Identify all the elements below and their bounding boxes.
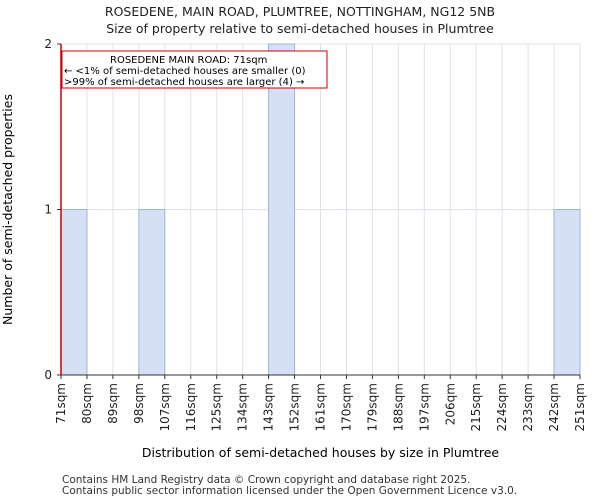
chart-subtitle: Size of property relative to semi-detach… bbox=[106, 21, 494, 36]
x-tick-label: 161sqm bbox=[314, 383, 328, 431]
footer-copyright: Contains HM Land Registry data © Crown c… bbox=[62, 474, 471, 486]
x-tick-label: 80sqm bbox=[80, 383, 94, 424]
bar bbox=[138, 209, 166, 376]
x-tick-label: 134sqm bbox=[236, 383, 250, 431]
x-tick-label: 251sqm bbox=[573, 383, 587, 431]
footer-licence: Contains public sector information licen… bbox=[62, 485, 518, 497]
x-tick-label: 125sqm bbox=[210, 383, 224, 431]
y-axis-label: Number of semi-detached properties bbox=[0, 94, 15, 325]
y-tick-label: 0 bbox=[44, 368, 52, 382]
chart-title: ROSEDENE, MAIN ROAD, PLUMTREE, NOTTINGHA… bbox=[104, 4, 496, 19]
x-tick-label: 224sqm bbox=[495, 383, 509, 431]
x-ticks: 71sqm 80sqm 89sqm 98sqm 107sqm 116sqm 125sqm 13… bbox=[54, 375, 587, 431]
x-tick-label: 107sqm bbox=[158, 383, 172, 431]
x-tick-label: 197sqm bbox=[417, 383, 431, 431]
annotation-box: ROSEDENE MAIN ROAD: 71sqm ← <1% of semi-… bbox=[61, 50, 328, 89]
y-tick-label: 2 bbox=[44, 37, 52, 51]
x-tick-label: 170sqm bbox=[339, 383, 353, 431]
x-tick-label: 71sqm bbox=[54, 383, 68, 424]
annotation-frame bbox=[61, 50, 328, 89]
x-tick-label: 233sqm bbox=[521, 383, 535, 431]
annotation-line-3: >99% of semi-detached houses are larger … bbox=[64, 77, 304, 88]
x-axis-label: Distribution of semi-detached houses by … bbox=[142, 445, 499, 460]
x-tick-label: 89sqm bbox=[106, 383, 120, 424]
x-tick-label: 98sqm bbox=[132, 383, 146, 424]
x-tick-label: 116sqm bbox=[184, 383, 198, 431]
bar bbox=[60, 209, 88, 376]
x-tick-label: 152sqm bbox=[288, 383, 302, 431]
bar bbox=[268, 43, 296, 376]
x-tick-label: 188sqm bbox=[391, 383, 405, 431]
annotation-line-2: ← <1% of semi-detached houses are smalle… bbox=[64, 66, 306, 77]
bar bbox=[553, 209, 581, 376]
x-tick-label: 242sqm bbox=[547, 383, 561, 431]
x-tick-label: 206qm bbox=[443, 383, 457, 425]
annotation-line-1: ROSEDENE MAIN ROAD: 71sqm bbox=[110, 55, 267, 66]
bars bbox=[60, 43, 581, 376]
x-tick-label: 143sqm bbox=[262, 383, 276, 431]
chart-svg: 0 1 2 71sqm 80sqm 89sqm 98sqm 107sqm 116sqm 125s… bbox=[0, 37, 587, 460]
y-ticks: 0 1 2 bbox=[44, 37, 61, 382]
y-tick-label: 1 bbox=[44, 203, 52, 217]
x-tick-label: 179sqm bbox=[365, 383, 379, 431]
x-tick-label: 215sqm bbox=[469, 383, 483, 431]
